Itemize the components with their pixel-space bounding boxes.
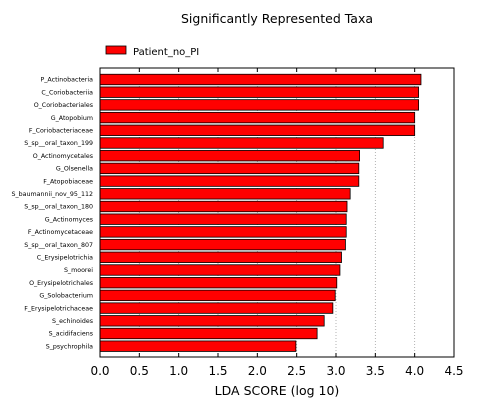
- y-tick-label: G_Solobacterium: [39, 293, 93, 300]
- y-tick-label: F_Coriobacteriaceae: [29, 128, 93, 135]
- bar: [99, 226, 347, 238]
- bar: [99, 277, 338, 289]
- x-ticks: 0.0 0.5 1.0 1.5 2.0 2.5 3.0 3.5 4.0 4.5: [90, 68, 464, 378]
- y-tick-label: G_Actinomyces: [45, 216, 93, 223]
- bars: [99, 73, 422, 352]
- bar: [99, 162, 360, 175]
- x-tick-label: 4.0: [405, 364, 424, 378]
- x-tick-label: 0.5: [130, 364, 149, 378]
- bar: [99, 137, 384, 149]
- x-tick-label: 1.0: [169, 364, 188, 378]
- y-tick-label: C_Erysipelotrichia: [37, 255, 93, 262]
- chart-title: Significantly Represented Taxa: [181, 11, 373, 26]
- y-tick-label: S_sp__oral_taxon_807: [24, 242, 93, 249]
- bar: [99, 86, 420, 98]
- y-tick-labels: P_Actinobacteria C_Coriobacteriia O_Coriob…: [11, 77, 93, 351]
- y-tick-label: G_Atopobium: [51, 115, 93, 122]
- y-tick-label: O_Coriobacteriales: [34, 102, 93, 109]
- bar: [99, 289, 336, 302]
- y-tick-label: C_Coriobacteriia: [41, 89, 93, 96]
- bar: [99, 188, 351, 200]
- bar: [99, 315, 325, 327]
- y-tick-label: S_sp__oral_taxon_199: [24, 140, 93, 147]
- y-tick-label: G_Olsenella: [56, 166, 93, 173]
- bar: [99, 327, 318, 340]
- y-tick-label: F_Erysipelotrichaceae: [24, 305, 93, 312]
- bar: [99, 264, 341, 276]
- legend-swatch: [105, 45, 127, 55]
- y-tick-label: S_psychrophila: [46, 343, 93, 350]
- y-tick-label: O_Erysipelotrichales: [29, 280, 93, 287]
- x-tick-label: 2.5: [287, 364, 306, 378]
- bar: [99, 73, 422, 86]
- bar: [99, 124, 416, 136]
- legend: Patient_no_PI: [105, 45, 199, 58]
- x-tick-label: 2.0: [248, 364, 267, 378]
- x-tick-label: 0.0: [90, 364, 109, 378]
- bar: [99, 175, 360, 187]
- bar: [99, 251, 342, 263]
- y-tick-label: S_echinoides: [52, 318, 93, 325]
- bar: [99, 340, 297, 352]
- x-tick-label: 1.5: [208, 364, 227, 378]
- bar: [99, 302, 334, 314]
- x-tick-label: 4.5: [444, 364, 463, 378]
- plot-frame: [99, 67, 455, 358]
- bar: [99, 238, 346, 251]
- x-axis-label: LDA SCORE (log 10): [215, 383, 340, 398]
- y-tick-label: S_moorei: [64, 267, 93, 274]
- bar: [99, 200, 348, 213]
- y-tick-label: O_Actinomycetales: [33, 153, 93, 160]
- bar: [99, 99, 420, 111]
- bar: [99, 213, 347, 225]
- bar: [99, 150, 361, 162]
- x-tick-label: 3.0: [326, 364, 345, 378]
- x-tick-label: 3.5: [366, 364, 385, 378]
- y-tick-label: S_baumannii_nov_95_112: [11, 191, 93, 198]
- y-tick-label: S_acidifaciens: [49, 331, 93, 338]
- bar: [99, 111, 416, 124]
- y-tick-label: F_Atopobiaceae: [43, 178, 93, 185]
- y-tick-label: S_sp__oral_taxon_180: [24, 204, 93, 211]
- y-tick-label: P_Actinobacteria: [40, 77, 93, 84]
- legend-label: Patient_no_PI: [133, 47, 199, 58]
- y-tick-label: F_Actinomycetaceae: [28, 229, 93, 236]
